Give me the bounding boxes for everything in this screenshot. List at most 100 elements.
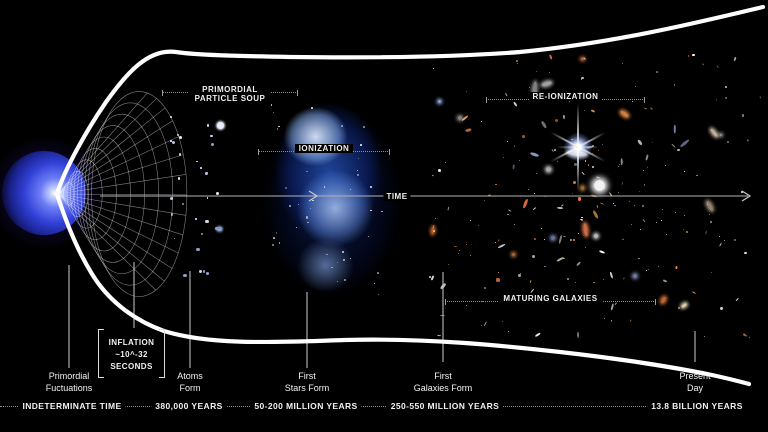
- galaxy: [518, 274, 521, 277]
- galaxy: [716, 99, 717, 101]
- galaxy: [646, 269, 648, 272]
- stage-time-50-200-million: 50-200 MILLION YEARS: [250, 401, 362, 411]
- galaxy: [477, 224, 479, 226]
- galaxy: [643, 170, 645, 171]
- galaxy: [512, 253, 516, 257]
- nebula-star: [377, 272, 379, 274]
- particle-soup-label-line1: PRIMORDIAL: [202, 85, 258, 94]
- galaxy: [572, 192, 574, 195]
- inflation-bracket-right: [159, 329, 165, 378]
- galaxy: [665, 233, 667, 235]
- nebula-star: [297, 203, 300, 206]
- stage-tick-lines: [68, 262, 696, 368]
- galaxy: [544, 239, 546, 240]
- maturing-galaxies-label: MATURING GALAXIES: [499, 294, 602, 303]
- nebula-star: [295, 226, 297, 229]
- galaxy: [580, 218, 582, 221]
- nebula-star: [363, 126, 365, 128]
- atom-dot: [205, 172, 208, 175]
- galaxy: [617, 166, 619, 167]
- galaxy: [726, 140, 729, 143]
- galaxy: [584, 246, 586, 248]
- atom-dot: [195, 160, 198, 163]
- inflation-label-line1: INFLATION: [108, 338, 155, 347]
- nebula-star: [331, 267, 333, 269]
- galaxy: [664, 164, 666, 166]
- atom-dot: [183, 273, 187, 278]
- atom-dot: [170, 196, 174, 200]
- galaxy: [435, 218, 437, 220]
- galaxy: [720, 307, 723, 310]
- galaxy: [661, 209, 663, 211]
- galaxy: [457, 252, 459, 254]
- galaxy: [583, 110, 586, 112]
- galaxy: [514, 224, 516, 225]
- galaxy: [633, 204, 635, 206]
- galaxy: [692, 54, 695, 57]
- galaxy: [725, 86, 728, 89]
- galaxy: [591, 145, 594, 148]
- galaxy: [641, 205, 644, 208]
- galaxy: [466, 90, 468, 92]
- galaxy: [677, 148, 680, 152]
- galaxy: [574, 281, 576, 283]
- nebula-star: [278, 125, 280, 128]
- nebula-star: [373, 283, 376, 285]
- galaxy: [613, 202, 615, 204]
- galaxy: [550, 235, 555, 240]
- deep-field-galaxies: [428, 52, 768, 342]
- galaxy: [533, 192, 536, 195]
- galaxy: [741, 114, 744, 117]
- annotation-maturing-galaxies: MATURING GALAXIES: [445, 294, 656, 305]
- galaxy: [673, 84, 675, 86]
- atom-dot: [178, 153, 182, 156]
- atom-dot: [217, 121, 225, 129]
- nebula-star: [271, 243, 275, 247]
- stage-label-first-galaxies-form: First Galaxies Form: [414, 371, 473, 394]
- galaxy: [592, 152, 593, 154]
- galaxy: [502, 156, 504, 158]
- galaxy: [638, 191, 640, 192]
- galaxy: [708, 213, 711, 216]
- galaxy: [733, 239, 736, 242]
- galaxy: [748, 336, 750, 338]
- atom-dot: [195, 218, 197, 220]
- galaxy: [555, 119, 558, 123]
- galaxy: [498, 272, 499, 273]
- stage-name-line: Day: [686, 382, 703, 393]
- galaxy: [544, 265, 547, 268]
- galaxy: [528, 188, 530, 190]
- galaxy: [563, 257, 565, 259]
- galaxy: [683, 170, 685, 172]
- galaxy: [483, 200, 485, 202]
- time-axis-end-arrow-icon: [741, 190, 752, 202]
- galaxy: [648, 269, 650, 271]
- inflation-label-line3: SECONDS: [110, 362, 153, 371]
- galaxy: [581, 76, 584, 80]
- galaxy: [569, 238, 573, 242]
- atom-dot: [177, 176, 181, 180]
- nebula-star: [368, 235, 370, 237]
- galaxy: [531, 255, 535, 259]
- nebula-star: [310, 106, 313, 109]
- stage-time-13-8-billion: 13.8 BILLION YEARS: [647, 401, 747, 411]
- expansion-curve: [54, 4, 766, 387]
- atom-dot: [206, 197, 209, 199]
- galaxy: [568, 100, 570, 102]
- big-bang-glow: [2, 151, 86, 235]
- atom-dot: [215, 192, 219, 196]
- galaxy: [657, 266, 659, 267]
- galaxy: [744, 251, 747, 254]
- stage-time-380000-years: 380,000 YEARS: [151, 401, 227, 411]
- atom-dot: [206, 272, 209, 275]
- galaxy: [534, 238, 537, 240]
- nebula-star: [285, 186, 288, 189]
- galaxy: [438, 168, 442, 172]
- nebula-star: [360, 144, 362, 147]
- nebula-star: [381, 210, 383, 212]
- annotation-reionization: RE-IONIZATION: [486, 92, 645, 103]
- ionization-label: IONIZATION: [294, 144, 354, 153]
- nebula-star: [357, 157, 360, 160]
- galaxy: [684, 214, 686, 216]
- nebula-star: [369, 186, 372, 189]
